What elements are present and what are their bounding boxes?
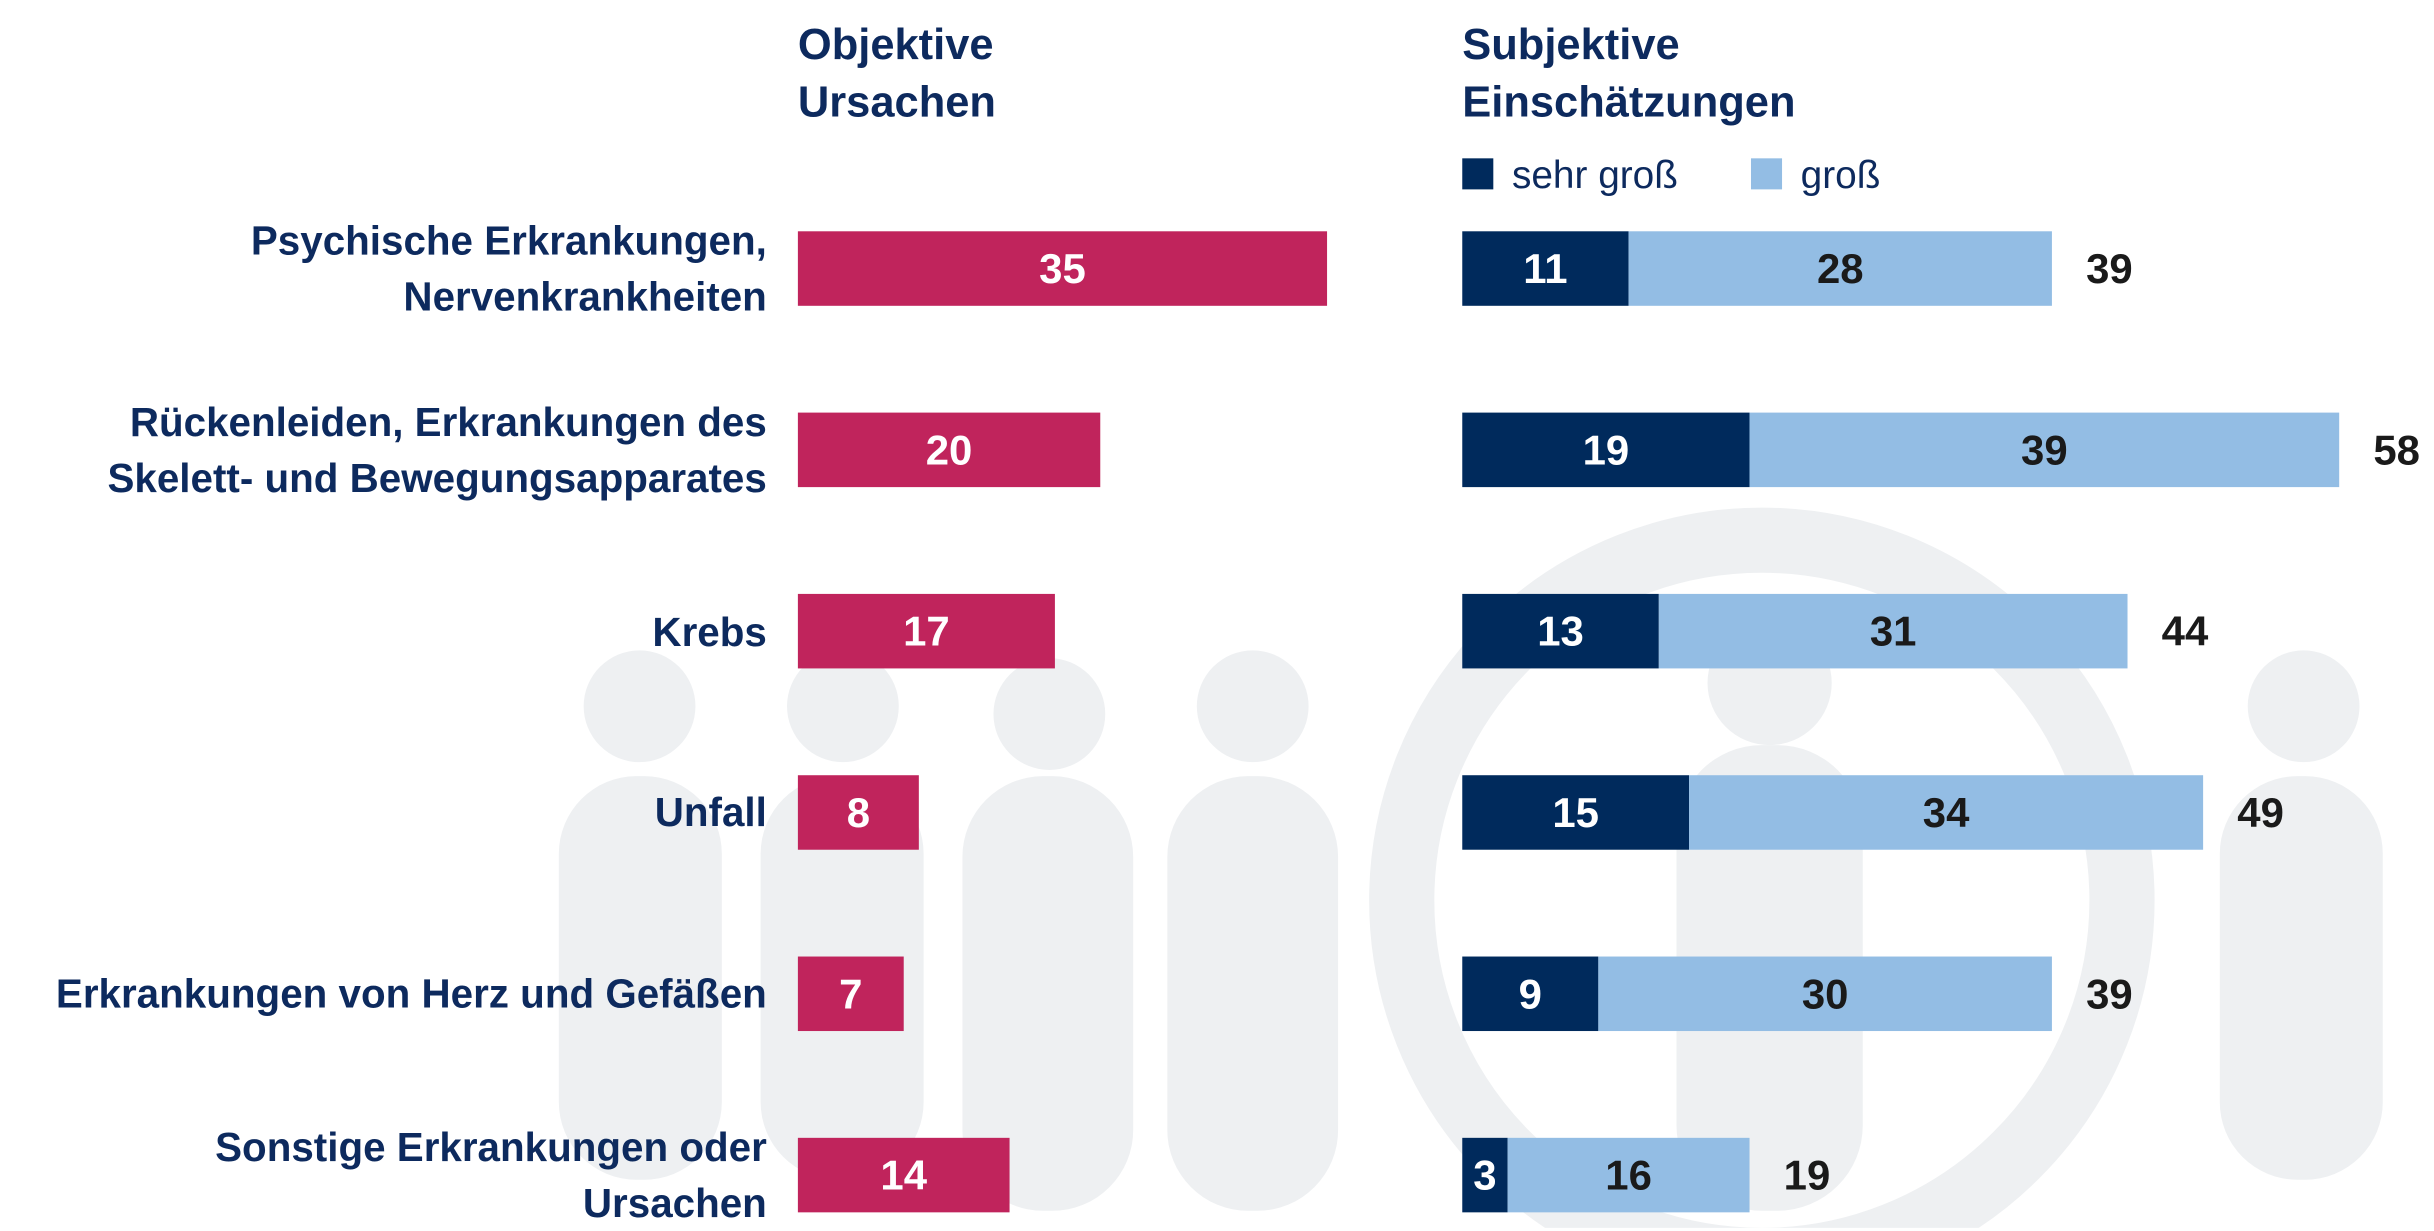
panel-title: Subjektive Einschätzungen	[1462, 20, 1796, 126]
value-label: 15	[1552, 789, 1599, 836]
value-label: 17	[903, 608, 950, 655]
legend-text: sehr groß	[1512, 154, 1678, 197]
bar-segment	[1598, 956, 2052, 1032]
category-label: Sonstige Erkrankungen oder Ursachen	[215, 1123, 767, 1227]
value-label: 19	[1583, 426, 1630, 473]
legend-text: groß	[1801, 154, 1881, 197]
bar-segment	[1507, 1137, 1750, 1213]
value-label: 3	[1473, 1152, 1496, 1199]
value-label: 31	[1870, 608, 1917, 655]
bar-segment	[1689, 775, 2204, 850]
value-label: 28	[1817, 245, 1864, 292]
value-label: 14	[880, 1152, 927, 1199]
legend-swatch	[1750, 158, 1783, 190]
value-label: 7	[839, 970, 862, 1017]
bar	[797, 231, 1328, 306]
panel-title: Objektive Ursachen	[797, 20, 996, 126]
bar	[797, 775, 919, 850]
total-label: 49	[2237, 789, 2284, 836]
bar-segment	[1462, 956, 1599, 1032]
category-label: Krebs	[652, 607, 767, 655]
category-label: Rückenleiden, Erkrankungen des Skelett- …	[107, 398, 767, 502]
bar	[797, 956, 904, 1032]
bar-segment	[1462, 1137, 1508, 1213]
bar-segment	[1462, 775, 1690, 850]
bar-segment	[1462, 593, 1659, 669]
bar-segment	[1462, 231, 1629, 306]
category-label: Erkrankungen von Herz und Gefäßen	[55, 970, 767, 1018]
total-label: 39	[2086, 245, 2133, 292]
bar-segment	[1628, 231, 2052, 306]
bar-segment	[1749, 412, 2340, 488]
total-label: 19	[1784, 1152, 1831, 1199]
bar	[797, 1137, 1010, 1213]
total-label: 44	[2162, 608, 2209, 655]
value-label: 11	[1523, 245, 1567, 292]
value-label: 39	[2021, 426, 2068, 473]
value-label: 9	[1519, 970, 1542, 1017]
total-label: 58	[2373, 426, 2420, 473]
total-label: 39	[2086, 970, 2133, 1017]
bar-segment	[1462, 412, 1750, 488]
bar-segment	[1658, 593, 2128, 669]
value-label: 30	[1802, 970, 1849, 1017]
value-label: 35	[1039, 245, 1086, 292]
category-label: Psychische Erkrankungen, Nervenkrankheit…	[250, 217, 767, 320]
bar	[797, 412, 1101, 488]
value-label: 16	[1605, 1152, 1652, 1199]
legend-swatch	[1462, 158, 1494, 190]
value-label: 20	[926, 426, 973, 473]
value-label: 13	[1537, 608, 1584, 655]
value-label: 34	[1923, 789, 1970, 836]
value-label: 8	[847, 789, 870, 836]
category-label: Unfall	[654, 789, 767, 836]
bar	[797, 593, 1055, 669]
